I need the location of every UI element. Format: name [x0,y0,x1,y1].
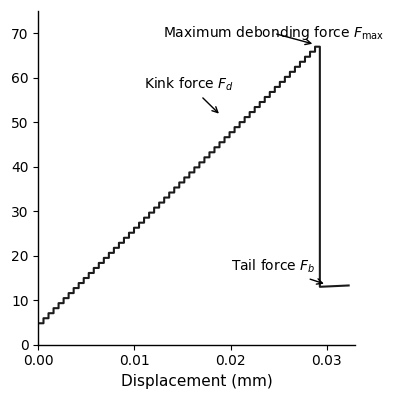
Text: Maximum debonding force $F_\mathrm{max}$: Maximum debonding force $F_\mathrm{max}$ [163,24,385,44]
Text: Kink force $F_d$: Kink force $F_d$ [144,76,234,112]
X-axis label: Displacement (mm): Displacement (mm) [121,374,273,389]
Text: Tail force $F_b$: Tail force $F_b$ [230,258,322,284]
